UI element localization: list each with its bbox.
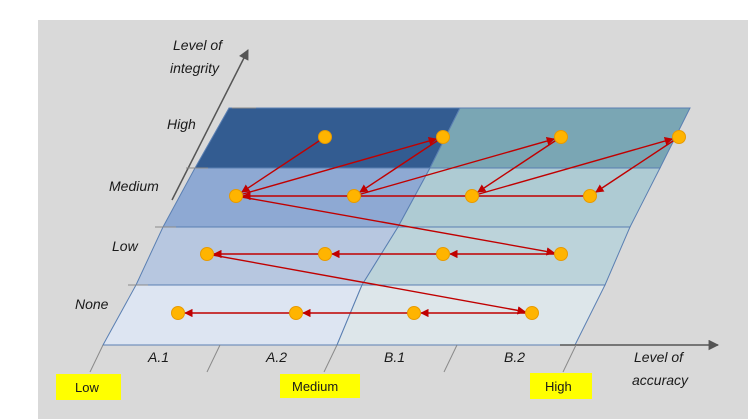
row-label-low: Low [112,238,139,254]
y-axis-title-line2: integrity [170,60,220,76]
path-point [436,247,450,261]
path-point [171,306,185,320]
plane-cell-b-low [361,226,631,286]
path-point [318,130,332,144]
column-label-b2: B.2 [504,349,525,365]
path-point [318,247,332,261]
path-point [583,189,597,203]
y-axis [171,49,249,201]
path-point [554,130,568,144]
badge-low: Low [75,380,99,395]
column-label-b1: B.1 [384,349,405,365]
plane-cell-b-medium [397,167,661,228]
plane-cell-a-low [135,226,399,286]
path-arrow [359,136,444,193]
plane-cell-a-medium [162,167,431,228]
path-point [289,306,303,320]
path-arrow [477,136,562,193]
path-point [465,189,479,203]
path-arrow [241,136,326,193]
path-arrow [235,136,438,197]
column-label-a2: A.2 [265,349,287,365]
badge-high-box [530,373,592,399]
x-axis-title-line1: Level of [634,349,685,365]
row-label-high: High [167,116,196,132]
path-arrow [471,136,674,197]
path-arrow [235,195,555,256]
path-arrow [595,136,680,193]
row-ticks [128,107,256,286]
badge-low-box [56,374,121,400]
row-label-medium: Medium [109,178,159,194]
path-point [347,189,361,203]
path-point [525,306,539,320]
progression-path [184,136,680,318]
badge-medium: Medium [292,379,338,394]
badge-high: High [545,379,572,394]
path-arrow [353,136,556,197]
y-axis-title-line1: Level of [173,37,224,53]
column-label-a1: A.1 [147,349,169,365]
path-point [200,247,214,261]
badge-medium-box [280,374,360,398]
plane-cell-a-none [102,284,363,346]
path-point [436,130,450,144]
row-label-none: None [75,296,109,312]
plane-cell-b-none [336,284,606,346]
x-axis-title-line2: accuracy [632,372,689,388]
path-point [554,247,568,261]
path-point [229,189,243,203]
path-point [407,306,421,320]
path-point [672,130,686,144]
path-arrow [206,253,526,315]
progression-points [171,130,686,320]
column-ticks [89,344,577,373]
